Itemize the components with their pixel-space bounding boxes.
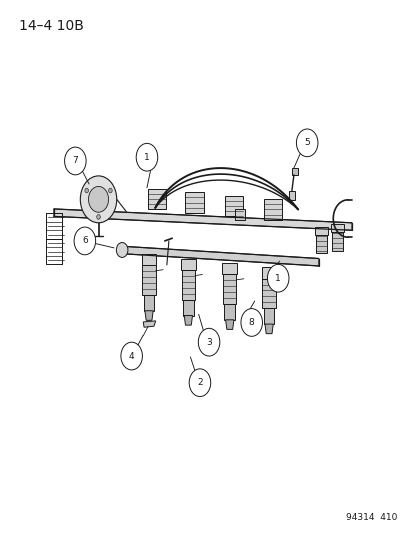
Polygon shape: [142, 265, 155, 295]
Polygon shape: [235, 209, 244, 220]
Polygon shape: [314, 227, 328, 235]
Polygon shape: [180, 259, 195, 270]
Polygon shape: [145, 311, 153, 320]
Polygon shape: [122, 246, 318, 266]
Text: 94314  410: 94314 410: [345, 513, 396, 522]
Circle shape: [121, 342, 142, 370]
Circle shape: [136, 143, 157, 171]
Text: 6: 6: [82, 237, 88, 245]
Text: 1: 1: [275, 274, 280, 282]
Circle shape: [116, 243, 128, 257]
Polygon shape: [264, 324, 273, 334]
Circle shape: [198, 328, 219, 356]
Text: 3: 3: [206, 338, 211, 346]
Circle shape: [97, 215, 100, 219]
Polygon shape: [225, 320, 233, 329]
Polygon shape: [143, 295, 154, 311]
Text: 5: 5: [304, 139, 309, 147]
Text: 8: 8: [248, 318, 254, 327]
Polygon shape: [262, 279, 275, 308]
Circle shape: [108, 188, 112, 193]
Polygon shape: [54, 209, 351, 230]
Polygon shape: [263, 199, 282, 220]
Circle shape: [296, 129, 317, 157]
Polygon shape: [141, 254, 156, 265]
Polygon shape: [223, 274, 236, 304]
Text: 14–4 10B: 14–4 10B: [19, 19, 83, 33]
Polygon shape: [143, 321, 155, 327]
Text: 1: 1: [144, 153, 150, 161]
Polygon shape: [263, 308, 274, 324]
Polygon shape: [224, 196, 242, 216]
Polygon shape: [331, 232, 342, 251]
Polygon shape: [292, 168, 297, 175]
Circle shape: [189, 369, 210, 397]
Text: 4: 4: [128, 352, 134, 360]
Polygon shape: [181, 270, 195, 300]
Polygon shape: [288, 191, 294, 200]
Circle shape: [88, 187, 108, 212]
Polygon shape: [183, 300, 193, 316]
Polygon shape: [148, 189, 166, 209]
Circle shape: [74, 227, 95, 255]
Polygon shape: [330, 224, 343, 232]
Polygon shape: [222, 263, 237, 274]
Text: 7: 7: [72, 157, 78, 165]
Circle shape: [267, 264, 288, 292]
Circle shape: [85, 188, 88, 193]
Polygon shape: [184, 316, 192, 325]
Polygon shape: [224, 304, 235, 320]
Polygon shape: [185, 192, 203, 213]
Polygon shape: [316, 235, 326, 253]
Circle shape: [240, 309, 262, 336]
Polygon shape: [261, 267, 276, 279]
Circle shape: [80, 176, 116, 223]
Circle shape: [64, 147, 86, 175]
Text: 2: 2: [197, 378, 202, 387]
